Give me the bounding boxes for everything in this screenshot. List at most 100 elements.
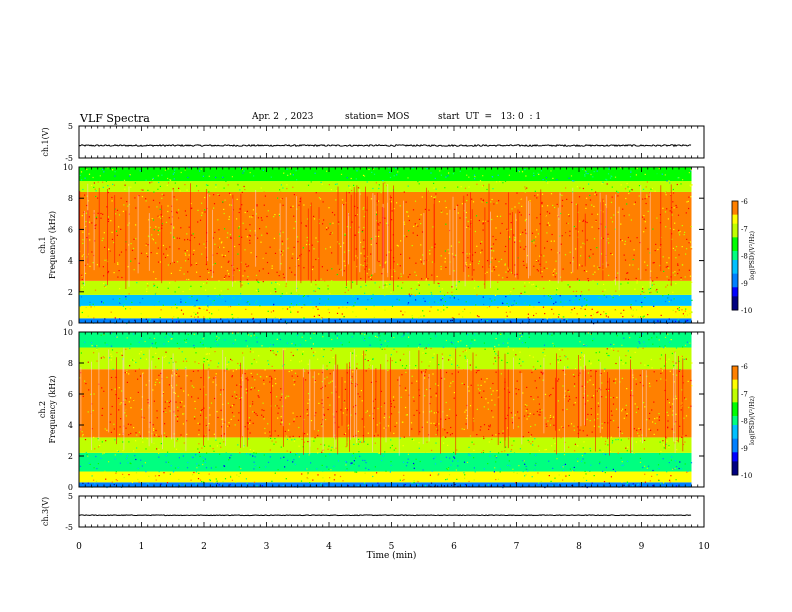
spectrogram-pixel	[105, 482, 108, 484]
spectrogram-pixel	[675, 283, 677, 285]
spectrogram-pixel	[186, 360, 188, 362]
start-time-label: start UT = 13: 0 : 1	[438, 112, 542, 122]
spectrogram-pixel	[311, 268, 314, 271]
spectrogram-pixel	[405, 371, 407, 373]
spectrogram-pixel	[567, 284, 569, 286]
spectrogram-pixel	[468, 390, 470, 392]
spectrogram-pixel	[331, 232, 333, 234]
spectrogram-pixel	[275, 441, 277, 443]
spectrogram-pixel	[350, 177, 352, 180]
spectrogram-pixel	[293, 379, 295, 381]
spectrogram-pixel	[193, 249, 195, 251]
spectrogram-pixel	[407, 458, 409, 460]
spectrogram-pixel	[519, 338, 521, 340]
spectrogram-pixel	[580, 335, 582, 337]
spectrogram-pixel	[524, 291, 526, 293]
spectrogram-pixel	[401, 365, 404, 367]
spectrogram-pixel	[464, 349, 466, 351]
spectrogram-pixel	[678, 365, 680, 368]
spectrogram-pixel	[466, 200, 468, 202]
spectrogram-pixel	[452, 415, 454, 418]
spectrogram-pixel	[465, 409, 467, 411]
spectrogram-pixel	[552, 171, 555, 173]
spectrogram-pixel	[339, 268, 341, 270]
spectrogram-pixel	[497, 281, 499, 283]
spectrogram-pixel	[230, 406, 232, 408]
spectrogram-pixel	[155, 262, 157, 264]
spectrogram-pixel	[680, 468, 682, 470]
spectrogram-pixel	[467, 386, 469, 388]
spectrogram-pixel	[386, 442, 388, 445]
spectrogram-pixel	[118, 270, 120, 272]
spectrogram-pixel	[391, 219, 393, 221]
spectrogram-pixel	[181, 436, 183, 438]
spectrogram-pixel	[164, 423, 166, 425]
colorbar-swatch	[732, 255, 738, 261]
spectrogram-pixel	[362, 337, 364, 339]
spectrogram-pixel	[346, 250, 348, 252]
spectrogram-pixel	[467, 220, 469, 223]
spectrogram-pixel	[344, 234, 346, 236]
spectrogram-pixel	[217, 384, 219, 386]
spectrogram-pixel	[235, 397, 237, 399]
spectrogram-pixel	[357, 207, 359, 209]
spectrogram-pixel	[515, 393, 517, 395]
spectrogram-pixel	[635, 348, 637, 350]
spectrogram-pixel	[234, 424, 236, 426]
spectrogram-pixel	[301, 177, 303, 179]
spectrogram-pixel	[301, 179, 303, 181]
spectrogram-pixel	[655, 465, 657, 467]
spectrogram-pixel	[136, 219, 138, 221]
spectrogram-pixel	[579, 357, 582, 359]
spectrogram-pixel	[376, 424, 378, 426]
spectrogram-pixel	[238, 243, 240, 246]
spectrogram-pixel	[239, 452, 241, 454]
spectrogram-pixel	[497, 306, 499, 309]
spectrogram-pixel	[424, 300, 426, 302]
spectrogram-pixel	[498, 261, 500, 263]
spectrogram-pixel	[447, 383, 449, 385]
spectrogram-pixel	[491, 410, 493, 412]
spectrogram-pixel	[382, 180, 384, 182]
spectrogram-pixel	[315, 258, 317, 261]
spectrogram-pixel	[112, 477, 114, 479]
spectrogram-pixel	[644, 439, 646, 441]
spectrogram-pixel	[671, 214, 673, 216]
spectrogram-pixel	[442, 412, 444, 414]
spectrogram-pixel	[146, 290, 148, 293]
spectrogram-pixel	[368, 168, 370, 171]
spectrogram-pixel	[614, 279, 616, 281]
spectrogram-pixel	[546, 224, 548, 226]
spectrogram-pixel	[467, 212, 469, 214]
spectrogram-pixel	[182, 423, 184, 425]
spectrogram-pixel	[524, 191, 526, 193]
spectrogram-pixel	[120, 319, 122, 321]
spectrogram-pixel	[417, 483, 419, 485]
spectrogram-pixel	[634, 222, 636, 224]
spectrogram-pixel	[158, 452, 160, 454]
spectrogram-pixel	[639, 429, 642, 431]
spectrogram-pixel	[314, 437, 316, 439]
spectrogram-pixel	[383, 284, 385, 287]
spectrogram-pixel	[644, 473, 646, 475]
spectrogram-pixel	[286, 406, 289, 408]
spectrogram-pixel	[546, 318, 548, 320]
spectrogram-pixel	[310, 301, 312, 303]
spectrogram-pixel	[252, 422, 254, 424]
spectrogram-pixel	[510, 228, 512, 230]
spectrogram-pixel	[541, 201, 543, 204]
spectrogram-pixel	[177, 231, 180, 233]
spectrogram-pixel	[188, 226, 190, 228]
spectrogram-pixel	[494, 345, 496, 348]
spectrogram-pixel	[634, 201, 636, 203]
spectrogram-pixel	[488, 306, 491, 308]
spectrogram-pixel	[287, 459, 289, 461]
spectrogram-pixel	[507, 342, 509, 344]
spectrogram-pixel	[630, 188, 632, 191]
spectrogram-pixel	[329, 201, 332, 203]
spectrogram-pixel	[502, 182, 504, 184]
spectrogram-pixel	[278, 275, 280, 277]
spectrogram-pixel	[628, 214, 630, 216]
spectrogram-pixel	[373, 305, 375, 307]
spectrogram-pixel	[286, 184, 288, 186]
